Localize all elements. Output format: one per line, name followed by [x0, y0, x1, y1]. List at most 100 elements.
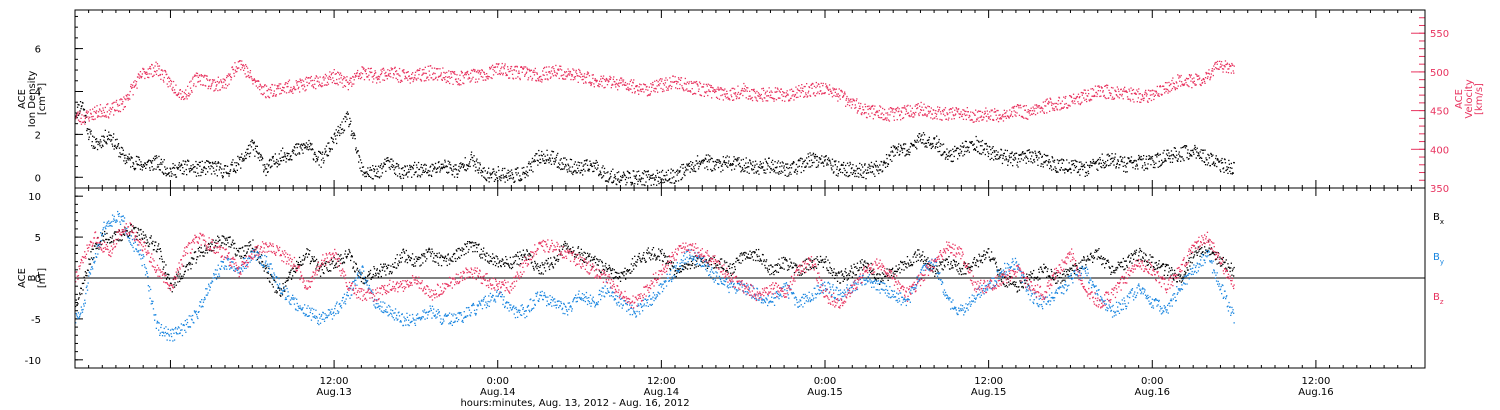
velocity-point — [1055, 102, 1058, 105]
ion-density-point — [241, 153, 243, 155]
velocity-point — [354, 73, 356, 75]
ion-density-point — [1035, 156, 1038, 159]
ion-density-point — [179, 169, 181, 171]
velocity-point — [1214, 63, 1216, 65]
velocity-point — [909, 115, 911, 118]
ion-density-point — [927, 142, 930, 144]
ion-density-point — [686, 163, 688, 165]
velocity-point — [791, 95, 793, 97]
ion-density-point — [663, 181, 666, 183]
velocity-point — [599, 80, 601, 82]
ion-density-point — [1143, 169, 1145, 171]
ion-density-point — [190, 165, 192, 167]
velocity-point — [249, 70, 252, 72]
ion-density-point — [199, 161, 201, 163]
velocity-point — [746, 90, 748, 92]
velocity-point — [1103, 94, 1105, 97]
velocity-point — [773, 100, 775, 102]
ion-density-point — [696, 155, 699, 157]
ion-density-point — [550, 163, 553, 165]
velocity-point — [1203, 80, 1206, 83]
ion-density-point — [1214, 165, 1216, 167]
velocity-point — [92, 115, 94, 118]
velocity-point — [832, 89, 835, 91]
ion-density-point — [870, 165, 872, 167]
velocity-point — [728, 98, 730, 100]
ion-density-point — [1230, 172, 1232, 175]
velocity-point — [1025, 105, 1027, 107]
velocity-point — [667, 87, 669, 89]
velocity-point — [353, 83, 355, 85]
ion-density-point — [858, 167, 860, 170]
ion-density-point — [917, 141, 919, 143]
ion-density-point — [308, 146, 311, 148]
velocity-point — [821, 93, 823, 95]
ion-density-point — [1000, 149, 1003, 151]
velocity-point — [1176, 87, 1178, 90]
velocity-point — [937, 106, 939, 108]
velocity-point — [867, 113, 870, 115]
velocity-point — [980, 115, 983, 117]
velocity-point — [592, 74, 594, 76]
velocity-point — [583, 82, 585, 84]
ion-density-point — [278, 164, 280, 166]
velocity-point — [503, 66, 505, 68]
velocity-point — [827, 88, 829, 90]
velocity-point — [692, 82, 694, 84]
velocity-point — [685, 83, 687, 85]
ion-density-point — [657, 172, 659, 174]
velocity-point — [881, 112, 883, 114]
velocity-point — [910, 115, 912, 117]
ion-density-point — [937, 146, 939, 148]
velocity-point — [367, 67, 369, 70]
ion-density-point — [857, 167, 859, 169]
velocity-point — [167, 86, 169, 88]
velocity-point — [552, 66, 554, 68]
ion-density-point — [1211, 163, 1213, 165]
ion-density-point — [296, 143, 298, 145]
velocity-point — [772, 98, 775, 100]
velocity-point — [245, 64, 247, 66]
ion-density-point — [679, 166, 682, 168]
ion-density-point — [860, 169, 862, 171]
ion-density-point — [281, 156, 283, 158]
velocity-point — [479, 69, 481, 72]
ion-density-point — [314, 153, 316, 156]
ion-density-point — [391, 158, 393, 160]
velocity-point — [135, 81, 138, 83]
ion-density-point — [325, 150, 327, 152]
ion-density-point — [872, 166, 874, 168]
ion-density-point — [674, 171, 676, 174]
ion-density-point — [1102, 159, 1104, 162]
velocity-point — [212, 81, 214, 83]
velocity-point — [356, 72, 358, 74]
velocity-point — [335, 83, 337, 85]
velocity-point — [222, 85, 224, 87]
ion-density-point — [131, 157, 133, 159]
velocity-point — [848, 100, 850, 102]
ion-density-point — [420, 166, 422, 168]
velocity-point — [818, 83, 820, 86]
velocity-point — [323, 84, 326, 86]
ion-density-point — [376, 176, 379, 178]
velocity-point — [1063, 96, 1065, 98]
velocity-point — [579, 71, 581, 73]
ion-density-point — [1085, 161, 1087, 164]
ion-density-point — [830, 164, 832, 166]
ion-density-point — [478, 169, 480, 171]
velocity-point — [465, 74, 467, 76]
ion-density-point — [245, 157, 247, 160]
ion-density-point — [191, 168, 194, 170]
ion-density-point — [450, 167, 452, 170]
velocity-point — [414, 76, 416, 79]
ion-density-point — [599, 173, 601, 175]
ion-density-point — [941, 144, 943, 146]
velocity-point — [807, 95, 809, 97]
velocity-point — [808, 86, 811, 89]
velocity-point — [303, 86, 306, 88]
ion-density-point — [898, 143, 900, 145]
ion-density-point — [621, 174, 624, 177]
ion-density-point — [140, 163, 142, 166]
ion-density-point — [789, 167, 791, 169]
velocity-point — [449, 77, 451, 79]
